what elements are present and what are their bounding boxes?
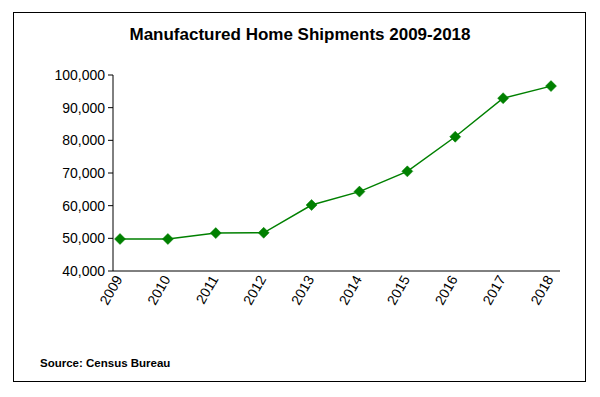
line bbox=[120, 86, 551, 239]
y-tick bbox=[108, 107, 113, 108]
marker bbox=[115, 233, 126, 244]
x-tick-label: 2010 bbox=[144, 272, 174, 307]
marker bbox=[450, 131, 461, 142]
frame bbox=[14, 13, 586, 382]
x-axis-line bbox=[113, 271, 560, 272]
marker bbox=[546, 81, 557, 92]
y-tick bbox=[108, 140, 113, 141]
y-axis-line bbox=[113, 75, 114, 271]
x-tick-label: 2014 bbox=[336, 272, 366, 307]
y-tick-label: 90,000 bbox=[62, 100, 105, 116]
x-tick-label: 2017 bbox=[479, 272, 509, 307]
x-axis: 2009 2010 2011 2012 2013 2014 2015 2016 2017 2018 bbox=[96, 272, 557, 307]
x-tick-label: 2012 bbox=[240, 272, 270, 307]
y-tick-label: 70,000 bbox=[62, 165, 105, 181]
marker bbox=[210, 228, 221, 239]
y-axis: 40,000 50,000 60,000 70,000 80,000 90,000 100,… bbox=[54, 67, 560, 279]
x-tick-label: 2009 bbox=[96, 272, 126, 307]
title: Manufactured Home Shipments 2009-2018 bbox=[129, 25, 470, 44]
marker bbox=[306, 200, 317, 211]
y-tick-label: 100,000 bbox=[54, 67, 105, 83]
y-tick-label: 80,000 bbox=[62, 132, 105, 148]
y-tick-label: 50,000 bbox=[62, 230, 105, 246]
y-tick-label: 40,000 bbox=[62, 263, 105, 279]
y-tick-label: 60,000 bbox=[62, 198, 105, 214]
x-tick-label: 2011 bbox=[192, 272, 221, 306]
marker bbox=[498, 93, 509, 104]
x-tick-label: 2018 bbox=[527, 272, 557, 307]
y-tick bbox=[108, 75, 113, 76]
marker bbox=[402, 166, 413, 177]
x-tick-label: 2013 bbox=[288, 272, 318, 307]
plot bbox=[115, 81, 557, 245]
y-tick bbox=[108, 271, 113, 272]
x-tick-label: 2016 bbox=[431, 272, 461, 307]
y-tick bbox=[108, 173, 113, 174]
y-tick bbox=[108, 205, 113, 206]
source-note: Source: Census Bureau bbox=[40, 357, 170, 369]
chart: Manufactured Home Shipments 2009-2018 40,… bbox=[0, 0, 600, 397]
x-tick-label: 2015 bbox=[383, 272, 413, 307]
y-tick bbox=[108, 238, 113, 239]
marker bbox=[162, 233, 173, 244]
marker bbox=[258, 227, 269, 238]
marker bbox=[354, 186, 365, 197]
